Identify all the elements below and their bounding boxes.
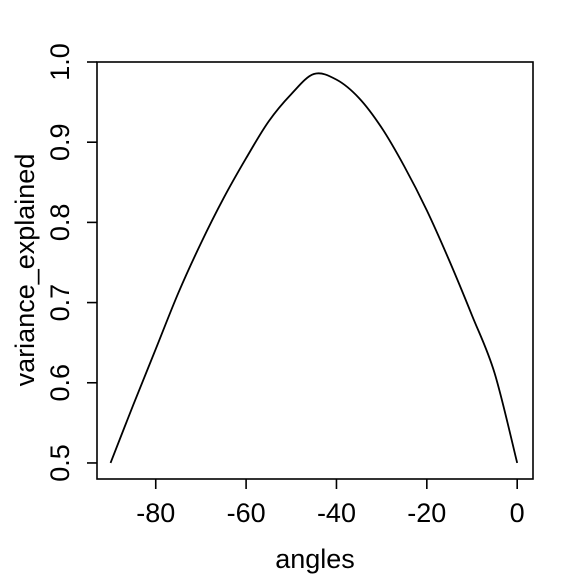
x-tick-label: -40 — [317, 498, 356, 528]
y-tick-label: 0.6 — [45, 364, 75, 402]
y-tick-label: 1.0 — [45, 43, 75, 81]
y-tick-label: 0.5 — [45, 444, 75, 482]
x-axis: -80 -60 -40 -20 0 — [136, 479, 525, 528]
plot-frame — [96, 61, 534, 480]
y-tick-label: 0.8 — [45, 204, 75, 242]
y-axis: 0.5 0.6 0.7 0.8 0.9 1.0 — [45, 43, 97, 482]
data-line-variance-explained — [109, 72, 519, 464]
x-tick-label: -60 — [227, 498, 266, 528]
x-axis-title: angles — [275, 544, 355, 574]
y-axis-title: variance_explained — [10, 154, 40, 387]
x-tick-label: -20 — [407, 498, 446, 528]
y-tick-label: 0.7 — [45, 284, 75, 322]
x-tick-label: 0 — [510, 498, 525, 528]
x-tick-label: -80 — [136, 498, 175, 528]
y-tick-label: 0.9 — [45, 123, 75, 161]
